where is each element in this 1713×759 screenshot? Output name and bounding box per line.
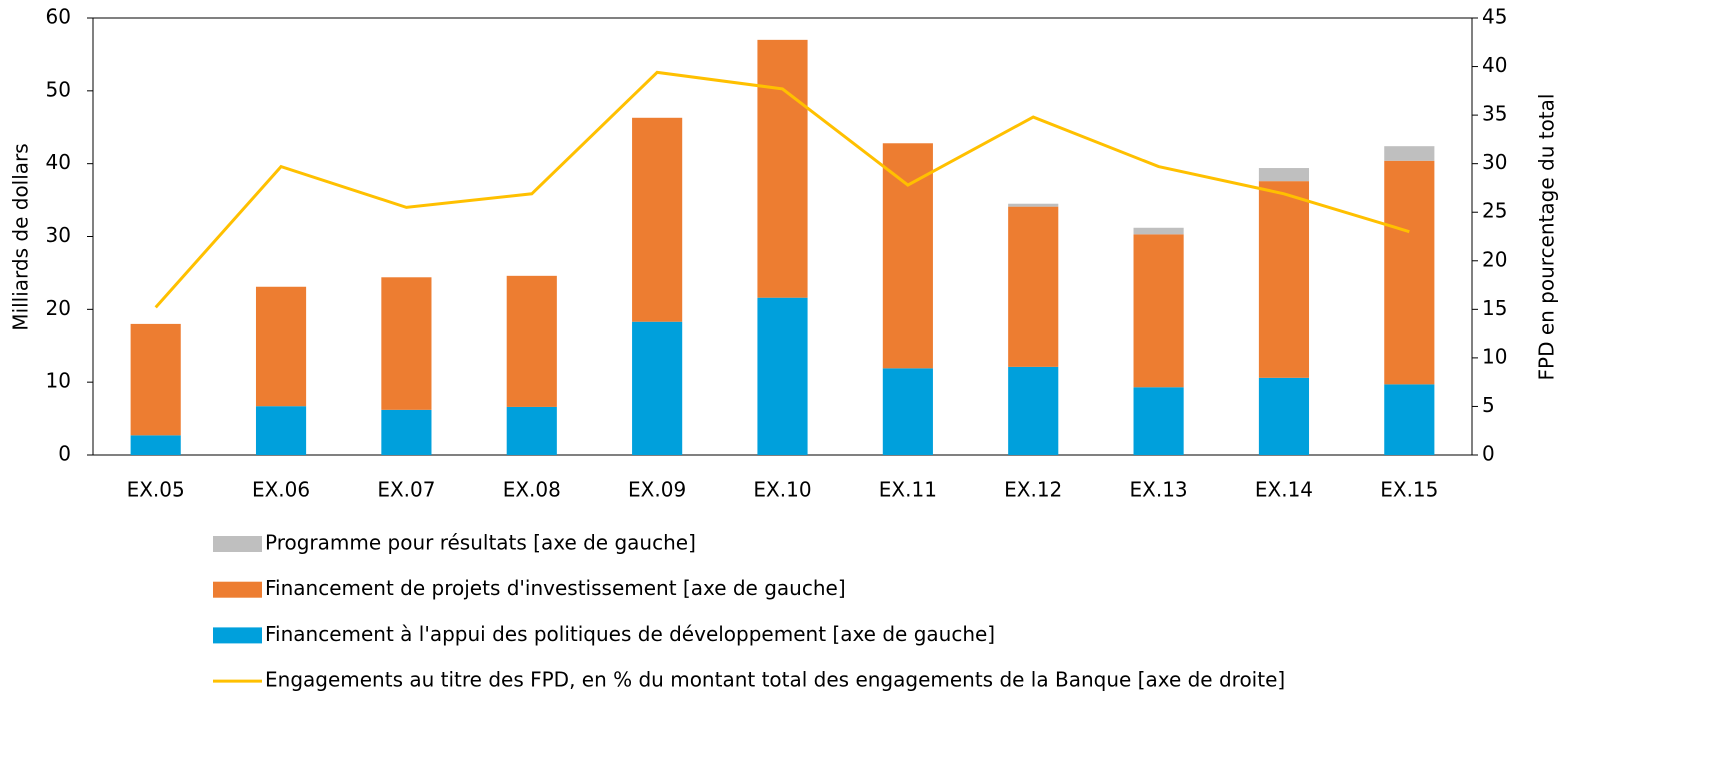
bar [1133,227,1184,235]
bar [1258,377,1310,455]
bar [1133,387,1184,455]
y-axis-label: Milliards de dollars [9,143,33,330]
bar [1008,206,1059,367]
y2-tick-label: 15 [1482,296,1507,320]
bar [757,39,808,298]
y2-tick-label: 10 [1482,344,1507,368]
legend-label: Engagements au titre des FPD, en % du mo… [265,668,1285,692]
x-tick-label: EX.14 [1255,478,1313,502]
y2-tick-label: 0 [1482,442,1495,466]
x-tick-label: EX.11 [879,478,937,502]
bar [632,117,683,322]
bar [882,368,933,455]
bar [130,435,181,455]
bar [381,277,432,410]
bar [632,321,683,455]
y-tick-label: 20 [46,296,71,320]
bar [1384,160,1435,385]
y-tick-label: 0 [58,442,71,466]
bar [130,323,181,436]
x-tick-label: EX.12 [1004,478,1062,502]
legend-swatch [213,536,262,552]
bar [506,406,557,455]
bar [1258,168,1310,182]
bar [882,143,933,369]
y2-tick-label: 30 [1482,150,1507,174]
bar [1384,384,1435,455]
bar [1008,366,1059,455]
y2-tick-label: 25 [1482,199,1507,223]
y2-tick-label: 45 [1482,5,1507,29]
x-tick-label: EX.09 [628,478,686,502]
bar [255,286,307,407]
y-tick-label: 40 [46,150,71,174]
legend-swatch [213,627,262,644]
bar [757,297,808,455]
x-tick-label: EX.08 [503,478,561,502]
legend-label: Programme pour résultats [axe de gauche] [265,531,696,555]
y2-tick-label: 40 [1482,53,1507,77]
line [154,70,1410,309]
bar [255,406,307,455]
y-tick-label: 50 [46,77,71,101]
bar [1133,234,1184,388]
bar [1008,203,1059,207]
bar [1258,181,1310,378]
x-tick-label: EX.05 [127,478,185,502]
y2-axis-label: FPD en pourcentage du total [1535,94,1559,381]
y2-tick-label: 5 [1482,393,1495,417]
y-tick-label: 30 [46,223,71,247]
x-tick-label: EX.06 [252,478,310,502]
y-tick-label: 10 [46,369,71,393]
y2-tick-label: 35 [1482,102,1507,126]
y2-tick-label: 20 [1482,247,1507,271]
legend-label: Financement de projets d'investissement … [265,576,846,600]
x-tick-label: EX.15 [1380,478,1438,502]
bar [1384,146,1435,161]
legend-swatch [213,581,262,598]
y-tick-label: 60 [46,5,71,29]
legend-label: Financement à l'appui des politiques de … [265,622,995,646]
x-tick-label: EX.13 [1130,478,1188,502]
x-tick-label: EX.10 [753,478,811,502]
bar [506,275,557,407]
x-tick-label: EX.07 [377,478,435,502]
bar [381,409,432,455]
